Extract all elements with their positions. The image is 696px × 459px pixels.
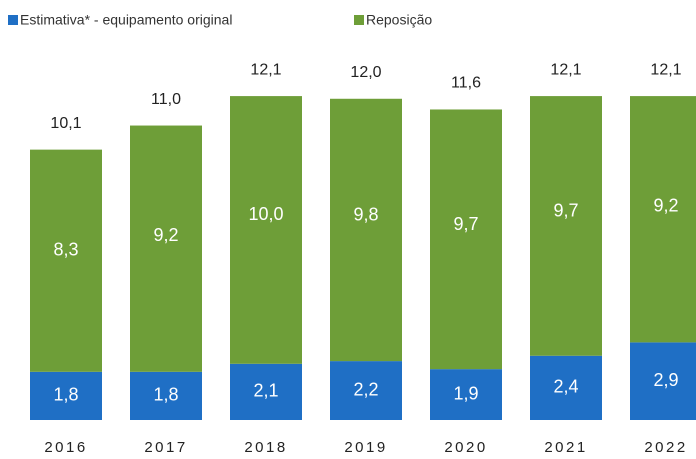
- value-label: 9,7: [453, 214, 478, 234]
- legend-swatch: [8, 15, 18, 25]
- bar-segment: [430, 369, 502, 420]
- x-tick-label: 2019: [344, 439, 387, 456]
- x-tick-label: 2022: [644, 439, 687, 456]
- x-tick-label: 2018: [244, 439, 287, 456]
- x-tick-label: 2016: [44, 439, 87, 456]
- value-label: 2,9: [653, 370, 678, 390]
- bar-segment: [130, 371, 202, 420]
- legend-label: Estimativa* - equipamento original: [20, 12, 232, 28]
- bar-segment: [430, 109, 502, 370]
- value-label: 2,2: [353, 379, 378, 399]
- x-tick-label: 2017: [144, 439, 187, 456]
- total-label: 12,0: [350, 64, 381, 81]
- bar-segment: [630, 96, 696, 343]
- total-label: 12,1: [550, 61, 581, 78]
- total-label: 12,1: [650, 61, 681, 78]
- bar-segment: [630, 342, 696, 420]
- value-label: 8,3: [53, 239, 78, 259]
- value-label: 1,8: [53, 385, 78, 405]
- bar-segment: [230, 363, 302, 420]
- bar-segment: [530, 355, 602, 420]
- value-label: 1,8: [153, 385, 178, 405]
- bar-segment: [530, 96, 602, 356]
- legend-label: Reposição: [366, 12, 432, 28]
- bar-segment: [130, 125, 202, 372]
- legend-swatch: [354, 15, 364, 25]
- value-label: 1,9: [453, 383, 478, 403]
- bar-segment: [30, 149, 102, 372]
- total-label: 11,0: [151, 91, 181, 108]
- x-tick-label: 2021: [544, 439, 587, 456]
- bar-segment: [30, 371, 102, 420]
- bar-segment: [330, 98, 402, 362]
- total-label: 12,1: [250, 61, 281, 78]
- value-label: 9,2: [653, 195, 678, 215]
- value-label: 2,4: [553, 377, 578, 397]
- bar-segment: [330, 361, 402, 420]
- value-label: 9,8: [353, 204, 378, 224]
- value-label: 9,2: [153, 225, 178, 245]
- value-label: 2,1: [253, 381, 278, 401]
- value-label: 10,0: [248, 204, 283, 224]
- bar-segment: [230, 96, 302, 364]
- total-label: 10,1: [50, 115, 81, 132]
- x-tick-label: 2020: [444, 439, 487, 456]
- total-label: 11,6: [451, 75, 481, 92]
- value-label: 9,7: [553, 201, 578, 221]
